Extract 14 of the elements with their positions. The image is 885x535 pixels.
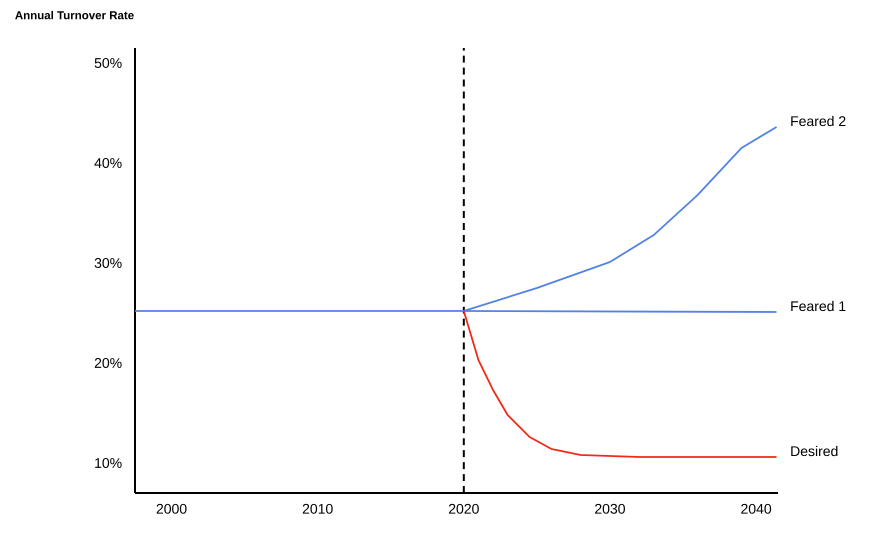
y-tick-label: 30% [94, 258, 122, 268]
x-tick-label: 2010 [302, 504, 333, 514]
x-tick-label: 2000 [156, 504, 187, 514]
series-label: Feared 1 [791, 300, 846, 312]
series-label: Desired [791, 446, 838, 456]
y-tick-label: 50% [94, 58, 122, 68]
chart-title: Annual Turnover Rate [15, 10, 134, 20]
x-tick-label: 2020 [448, 504, 479, 514]
y-tick-label: 10% [95, 458, 122, 468]
x-tick-label: 2040 [741, 504, 772, 514]
y-tick-label: 40% [94, 158, 122, 168]
series-label: Feared 2 [791, 116, 846, 126]
x-tick-label: 2030 [595, 504, 625, 514]
y-tick-label: 20% [94, 358, 122, 368]
